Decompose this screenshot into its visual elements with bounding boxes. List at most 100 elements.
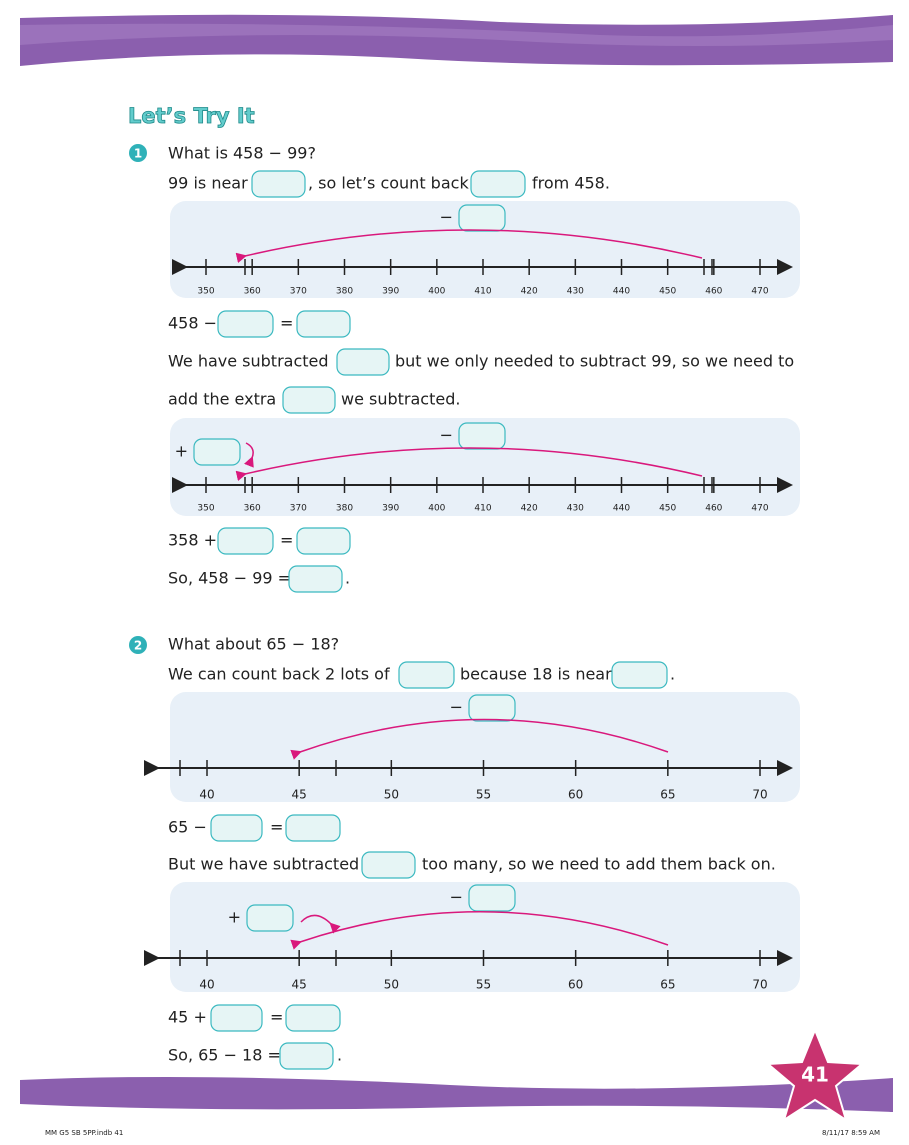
text: , so let’s count back <box>308 174 469 193</box>
tick-label: 460 <box>705 504 722 514</box>
text: 458 − <box>168 314 217 333</box>
tick-label: 45 <box>292 978 307 992</box>
tick-label: 380 <box>336 504 353 514</box>
text: . <box>345 569 350 588</box>
jump-arrow <box>290 911 669 950</box>
prompt: What is 458 − 99? <box>168 144 316 163</box>
minus-sign: − <box>450 888 463 907</box>
tick-label: 420 <box>521 287 538 297</box>
tick-label: 70 <box>752 788 767 802</box>
tick-label: 55 <box>476 788 491 802</box>
answer-box <box>210 1004 263 1032</box>
answer-box <box>246 904 294 932</box>
text: from 458. <box>532 174 610 193</box>
text: We have subtracted <box>168 352 329 371</box>
footer-left: MM G5 SB 5PP.indb 41 <box>45 1129 123 1137</box>
tick-label: 370 <box>290 287 307 297</box>
tick-label: 50 <box>384 978 399 992</box>
answer-box <box>251 170 306 198</box>
minus-sign: − <box>440 208 453 227</box>
answer-box <box>458 422 506 450</box>
answer-box <box>285 814 341 842</box>
tick-label: 400 <box>428 504 445 514</box>
tick-label: 50 <box>384 788 399 802</box>
jump-arrow <box>290 718 669 760</box>
text: But we have subtracted <box>168 855 359 874</box>
page-number: 41 <box>801 1063 829 1087</box>
answer-box <box>288 565 343 593</box>
tick-label: 420 <box>521 504 538 514</box>
tick-label: 400 <box>428 287 445 297</box>
plus-sign: + <box>175 442 188 461</box>
answer-box <box>468 884 516 912</box>
question-badge <box>129 144 147 162</box>
text: too many, so we need to add them back on… <box>422 855 776 874</box>
tick-label: 45 <box>292 788 307 802</box>
answer-box <box>336 348 390 376</box>
tick-label: 410 <box>474 504 491 514</box>
text: 65 − <box>168 818 207 837</box>
text: We can count back 2 lots of <box>168 665 390 684</box>
tick-label: 390 <box>382 287 399 297</box>
text: . <box>670 665 675 684</box>
answer-box <box>611 661 668 689</box>
tick-label: 370 <box>290 504 307 514</box>
tick-label: 450 <box>659 504 676 514</box>
tick-label: 60 <box>568 788 583 802</box>
answer-box <box>193 438 241 466</box>
header-wave <box>20 23 893 46</box>
text: but we only needed to subtract 99, so we… <box>395 352 794 371</box>
minus-sign: − <box>450 698 463 717</box>
tick-label: 65 <box>660 788 675 802</box>
tick-label: 460 <box>705 287 722 297</box>
tick-label: 40 <box>199 978 214 992</box>
tick-label: 450 <box>659 287 676 297</box>
text: 358 + <box>168 531 217 550</box>
text: . <box>337 1046 342 1065</box>
question-badge <box>129 636 147 654</box>
text: 99 is near <box>168 174 248 193</box>
answer-box <box>398 661 455 689</box>
tick-label: 360 <box>244 504 261 514</box>
answer-box <box>296 310 351 338</box>
question-number: 2 <box>134 639 142 653</box>
jump-arrow <box>235 447 703 482</box>
tick-label: 350 <box>197 287 214 297</box>
answer-box <box>279 1042 334 1070</box>
footer-right: 8/11/17 8:59 AM <box>822 1129 880 1137</box>
tick-label: 55 <box>476 978 491 992</box>
answer-box <box>217 527 274 555</box>
text: 45 + <box>168 1008 207 1027</box>
tick-label: 410 <box>474 287 491 297</box>
text: = <box>270 1008 283 1027</box>
tick-label: 430 <box>567 287 584 297</box>
text: = <box>280 531 293 550</box>
tick-label: 350 <box>197 504 214 514</box>
tick-label: 40 <box>199 788 214 802</box>
tick-label: 380 <box>336 287 353 297</box>
answer-box <box>458 204 506 232</box>
answer-box <box>468 694 516 722</box>
minus-sign: − <box>440 426 453 445</box>
tick-label: 440 <box>613 287 630 297</box>
prompt: What about 65 − 18? <box>168 635 339 654</box>
small-arrow <box>244 442 254 468</box>
text: So, 458 − 99 = <box>168 569 291 588</box>
answer-box <box>217 310 274 338</box>
tick-label: 470 <box>751 504 768 514</box>
tick-label: 70 <box>752 978 767 992</box>
plus-sign: + <box>228 908 241 927</box>
answer-box <box>470 170 526 198</box>
tick-label: 360 <box>244 287 261 297</box>
text: we subtracted. <box>341 390 460 409</box>
title: Let’s Try It <box>128 104 255 128</box>
text: add the extra <box>168 390 276 409</box>
answer-box <box>296 527 351 555</box>
text: So, 65 − 18 = <box>168 1046 281 1065</box>
page-star <box>765 1027 865 1123</box>
text: = <box>270 818 283 837</box>
tick-label: 60 <box>568 978 583 992</box>
footer-band <box>20 1076 893 1112</box>
answer-box <box>361 851 416 879</box>
